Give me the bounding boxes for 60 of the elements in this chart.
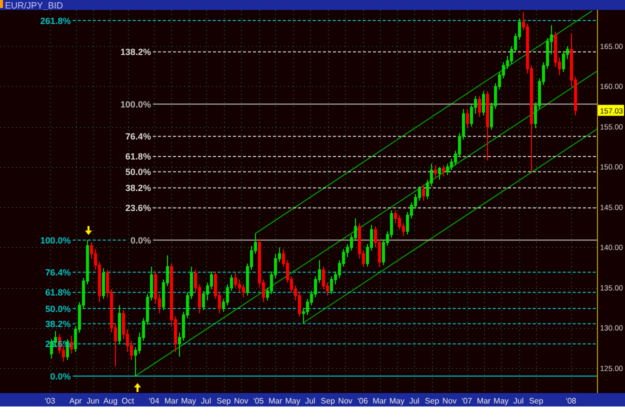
- x-tick-label: Jul: [513, 396, 524, 406]
- x-tick-label: Mar: [164, 396, 178, 406]
- series-label: 50.0%: [125, 167, 151, 178]
- x-tick-label: '08: [566, 396, 577, 406]
- series-label: 100.0%: [40, 235, 71, 246]
- series-label: 50.0%: [45, 304, 71, 314]
- x-tick-label: Nov: [338, 396, 352, 406]
- candlestick: [118, 304, 121, 344]
- x-tick-label: Jul: [200, 396, 212, 406]
- x-tick-label: '06: [357, 396, 368, 406]
- x-tick-label: Nov: [442, 396, 457, 406]
- candlestick: [482, 90, 485, 116]
- x-tick-label: '07: [462, 396, 473, 406]
- x-tick-label: Aug: [103, 396, 118, 406]
- candlestick: [466, 108, 469, 129]
- series-label: 61.8%: [125, 152, 151, 162]
- series-label: 138.2%: [120, 47, 151, 58]
- candlestick: [478, 96, 481, 118]
- x-tick-label: Sep: [320, 396, 336, 406]
- series-label: 100.0%: [120, 99, 151, 110]
- x-tick-label: Mar: [476, 396, 491, 406]
- candlestick: [422, 184, 425, 202]
- series-label: 38.2%: [125, 183, 151, 194]
- x-tick-label: May: [181, 396, 196, 406]
- x-tick-label: '04: [148, 396, 160, 406]
- candlestick: [434, 164, 437, 179]
- series-label: 76.4%: [45, 268, 71, 278]
- x-tick-label: Mar: [268, 396, 283, 406]
- x-tick-label: Jun: [86, 396, 100, 406]
- candlestick: [70, 335, 73, 354]
- x-tick-label: Nov: [234, 396, 248, 406]
- candlestick: [446, 163, 449, 176]
- x-tick-label: May: [389, 396, 405, 406]
- chart-title: EUR/JPY_BID: [5, 0, 64, 10]
- x-tick-label: Jul: [305, 396, 316, 406]
- x-tick-label: Oct: [122, 396, 135, 406]
- candlestick: [102, 268, 105, 300]
- candlestick: [486, 90, 489, 161]
- series-label: 23.6%: [125, 203, 151, 214]
- series-label: 261.8%: [40, 16, 71, 26]
- x-tick-label: Sep: [529, 396, 544, 406]
- x-tick-label: Jul: [409, 396, 420, 406]
- candlestick: [234, 272, 237, 288]
- candlestick: [442, 164, 445, 178]
- series-label: 38.2%: [45, 319, 71, 330]
- x-tick-label: '03: [44, 396, 56, 406]
- series-label: 0.0%: [50, 371, 71, 382]
- series-label: 76.4%: [125, 132, 151, 142]
- x-tick-label: Apr: [69, 396, 82, 406]
- x-tick-label: May: [494, 396, 509, 406]
- series-label: 61.8%: [45, 288, 71, 298]
- candlestick: [242, 284, 245, 298]
- x-tick-label: May: [285, 396, 300, 406]
- candlestick: [438, 166, 441, 180]
- x-tick-label: '05: [253, 396, 264, 406]
- series-label: 0.0%: [130, 235, 151, 246]
- x-tick-label: Sep: [216, 396, 232, 406]
- x-tick-label: Sep: [424, 396, 440, 406]
- candlestick: [330, 276, 333, 295]
- x-tick-label: Mar: [372, 396, 387, 406]
